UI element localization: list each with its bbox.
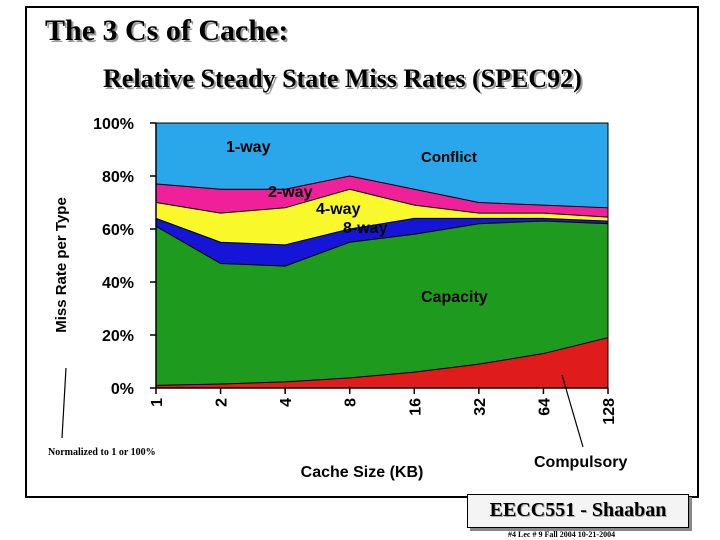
label-capacity: Capacity bbox=[421, 289, 488, 306]
footer-lecture-line: #4 Lec # 9 Fall 2004 10-21-2004 bbox=[508, 530, 616, 539]
label-1-way: 1-way bbox=[226, 139, 271, 156]
x-tick-label: 4 bbox=[278, 398, 295, 407]
slide-title: The 3 Cs of Cache: bbox=[45, 14, 289, 47]
x-tick-label: 32 bbox=[472, 398, 489, 416]
x-tick-label: 16 bbox=[407, 398, 424, 416]
x-tick-group: 1 2 4 8 16 32 64 128 bbox=[149, 388, 618, 425]
label-4-way: 4-way bbox=[316, 201, 361, 218]
area-series-group bbox=[155, 122, 609, 389]
x-tick-label: 2 bbox=[214, 398, 231, 407]
y-tick-label: 40% bbox=[102, 275, 134, 292]
label-2-way: 2-way bbox=[268, 184, 313, 201]
area-capacity bbox=[155, 220, 609, 389]
footer-course-title: EECC551 - Shaaban bbox=[489, 499, 667, 521]
normalized-note: Normalized to 1 or 100% bbox=[48, 447, 156, 458]
chart-axes bbox=[155, 123, 608, 389]
y-tick-label: 20% bbox=[102, 328, 134, 345]
x-tick-label: 8 bbox=[343, 398, 360, 407]
x-tick-label: 128 bbox=[601, 398, 618, 425]
label-8-way: 8-way bbox=[343, 220, 388, 237]
x-tick-label: 64 bbox=[536, 398, 553, 416]
y-axis-label: Miss Rate per Type bbox=[53, 197, 70, 333]
y-tick-group: 0% 20% 40% 60% 80% 100% bbox=[93, 116, 156, 398]
label-conflict: Conflict bbox=[421, 149, 477, 166]
x-axis-label: Cache Size (KB) bbox=[301, 464, 424, 481]
ylabel-pointer-line bbox=[61, 367, 67, 439]
label-compulsory: Compulsory bbox=[534, 454, 627, 471]
compulsory-pointer-line bbox=[561, 374, 584, 448]
area-compulsory bbox=[155, 337, 609, 389]
slide-subtitle: Relative Steady State Miss Rates (SPEC92… bbox=[103, 64, 582, 93]
footer-course-box: EECC551 - Shaaban bbox=[467, 494, 689, 528]
y-tick-label: 60% bbox=[102, 222, 134, 239]
y-tick-label: 80% bbox=[102, 169, 134, 186]
y-tick-label: 100% bbox=[93, 116, 134, 133]
x-tick-label: 1 bbox=[149, 398, 166, 407]
y-tick-label: 0% bbox=[111, 381, 134, 398]
